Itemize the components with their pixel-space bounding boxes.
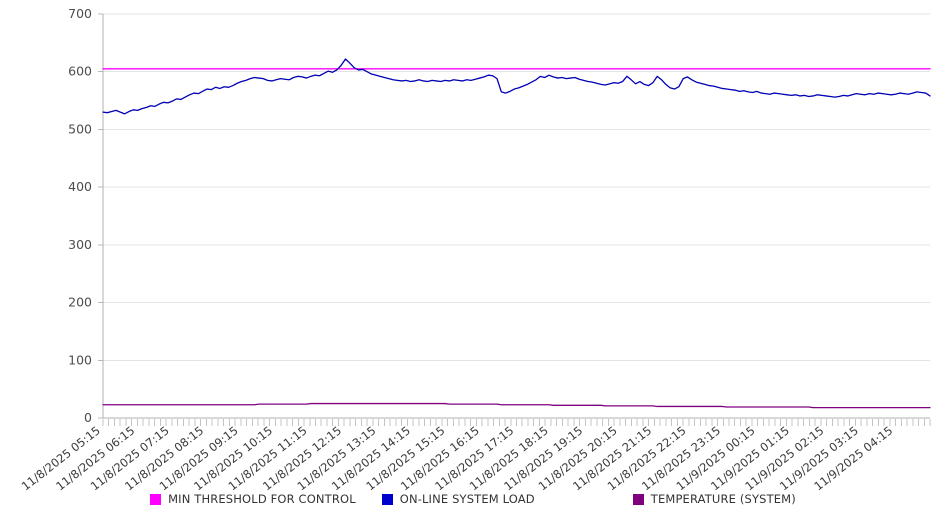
legend-label: ON-LINE SYSTEM LOAD [399, 492, 535, 506]
data-series [102, 58, 931, 409]
axis-lines [102, 14, 930, 419]
series-line [102, 58, 931, 115]
y-tick-label: 500 [68, 121, 92, 136]
legend-item-temperature-system[interactable]: TEMPERATURE (SYSTEM) [632, 492, 796, 506]
y-tick-label: 200 [68, 295, 92, 310]
legend-item-online-system-load[interactable]: ON-LINE SYSTEM LOAD [381, 492, 535, 506]
y-tick-label: 700 [68, 6, 92, 21]
y-tick-label: 100 [68, 352, 92, 367]
chart-legend: MIN THRESHOLD FOR CONTROL ON-LINE SYSTEM… [0, 492, 946, 506]
series-line [102, 402, 931, 409]
legend-swatch-icon [150, 493, 162, 505]
y-tick-label: 600 [68, 64, 92, 79]
y-axis-labels: 0 100 200 300 400 500 600 700 [68, 6, 92, 425]
legend-swatch-icon [381, 493, 393, 505]
y-tick-label: 0 [84, 410, 92, 425]
legend-label: MIN THRESHOLD FOR CONTROL [168, 492, 356, 506]
x-axis-minor-ticks [102, 419, 931, 426]
legend-item-min-threshold[interactable]: MIN THRESHOLD FOR CONTROL [150, 492, 356, 506]
gridlines [103, 13, 930, 419]
legend-swatch-icon [632, 493, 644, 505]
y-tick-label: 300 [68, 237, 92, 252]
y-tick-label: 400 [68, 179, 92, 194]
y-axis-ticks [98, 13, 103, 419]
legend-label: TEMPERATURE (SYSTEM) [650, 492, 796, 506]
